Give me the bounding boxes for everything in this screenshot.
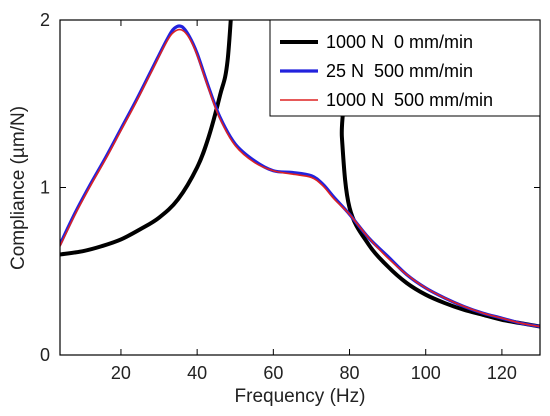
y-tick-label: 1 [40, 178, 50, 198]
x-tick-label: 80 [340, 363, 360, 383]
y-tick-label: 2 [40, 10, 50, 30]
ticks-layer: 20 40 60 80 100 120 0 1 2 [40, 10, 540, 383]
x-tick-label: 20 [111, 363, 131, 383]
x-tick-label: 100 [411, 363, 441, 383]
legend: 1000 N 0 mm/min 25 N 500 mm/min 1000 N 500… [269, 19, 541, 117]
x-axis-title: Frequency (Hz) [235, 386, 366, 407]
legend-label-1: 1000 N 0 mm/min [326, 32, 473, 52]
y-tick-label: 0 [40, 345, 50, 365]
series-line-3 [60, 28, 540, 328]
legend-label-3: 1000 N 500 mm/min [326, 90, 493, 110]
x-tick-label: 120 [487, 363, 517, 383]
x-tick-label: 60 [263, 363, 283, 383]
x-tick-label: 40 [187, 363, 207, 383]
legend-label-2: 25 N 500 mm/min [326, 61, 473, 81]
series-line-1-seg-1 [60, 20, 233, 257]
y-axis-title: Compliance (µm/N) [8, 106, 29, 270]
